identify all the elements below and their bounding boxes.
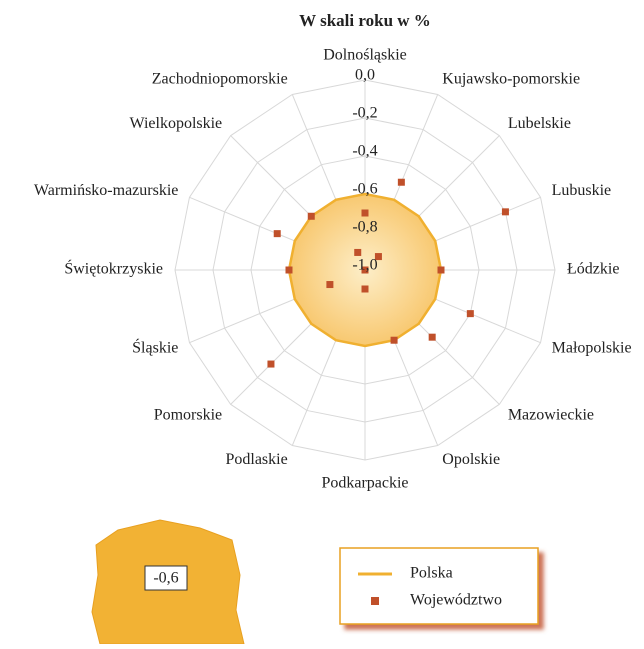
marker xyxy=(466,310,474,318)
category-label: Śląskie xyxy=(132,338,178,357)
category-label: Zachodniopomorskie xyxy=(152,70,288,87)
category-label: Lubuskie xyxy=(552,182,612,199)
marker xyxy=(361,285,369,293)
legend-box xyxy=(339,547,539,625)
legend: Polska Województwo xyxy=(358,565,502,609)
category-label: Podlaskie xyxy=(225,451,287,468)
r-tick-label: -0,2 xyxy=(352,105,377,122)
legend-label: Polska xyxy=(410,565,453,582)
category-label: Kujawsko-pomorskie xyxy=(442,70,580,87)
legend-label: Województwo xyxy=(410,592,502,609)
marker xyxy=(326,281,334,289)
marker xyxy=(390,336,398,344)
marker xyxy=(267,360,275,368)
r-tick-label: -0,8 xyxy=(352,219,377,236)
marker xyxy=(354,248,362,256)
r-tick-label: -0,6 xyxy=(352,181,377,198)
category-label: Pomorskie xyxy=(154,406,222,423)
marker xyxy=(437,266,445,274)
marker xyxy=(501,208,509,216)
category-label: Podkarpackie xyxy=(321,475,408,492)
marker xyxy=(397,178,405,186)
marker xyxy=(273,230,281,238)
marker xyxy=(361,266,369,274)
legend-marker xyxy=(371,597,379,605)
category-label: Warmińsko-mazurskie xyxy=(34,182,178,199)
category-label: Mazowieckie xyxy=(508,406,594,423)
category-label: Wielkopolskie xyxy=(129,115,222,132)
category-label: Dolnośląskie xyxy=(323,47,407,64)
category-label: Świętokrzyskie xyxy=(64,259,163,278)
category-label: Opolskie xyxy=(442,451,500,468)
category-label: Łódzkie xyxy=(567,261,619,278)
marker xyxy=(374,253,382,261)
r-tick-label: 0,0 xyxy=(355,67,375,84)
r-tick-label: -0,4 xyxy=(352,143,377,160)
marker xyxy=(361,209,369,217)
marker xyxy=(428,333,436,341)
marker xyxy=(285,266,293,274)
chart-title: W skali roku w % xyxy=(299,11,431,30)
r-tick-label: -1,0 xyxy=(352,257,377,274)
map-label: -0,6 xyxy=(153,570,178,587)
category-label: Małopolskie xyxy=(552,340,632,357)
category-label: Lubelskie xyxy=(508,115,571,132)
marker xyxy=(307,212,315,220)
map-label-box xyxy=(144,565,188,591)
